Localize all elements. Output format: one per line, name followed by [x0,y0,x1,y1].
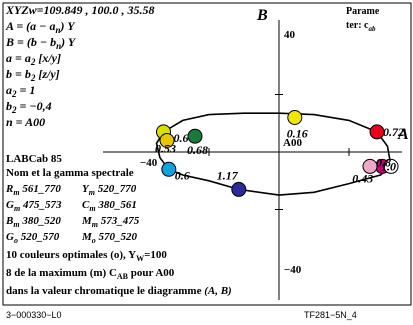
footer-left: 3−000330−L0 [6,310,62,320]
formula-b-eq: b = b2 [z/y] [6,67,60,83]
point-label-yellow: 0.16 [287,127,308,141]
point-yellow [287,110,303,125]
point-label-cyan: 0.6 [175,168,190,182]
optimal-colors-line: 10 couleurs optimales (o), YW=100 [6,249,167,263]
point-white [383,158,399,174]
frame-border [2,2,412,306]
chroma-line: dans la valeur chromatique le diagramme … [6,285,232,297]
axis-ticks [208,94,350,210]
gamma-left-0: Rm 561_770 [5,183,61,197]
param-line1: Parame [346,6,380,17]
footer-right: TF281−5N_4 [304,310,357,320]
point-orange-yellow [159,133,175,148]
point-label-green: 0.68 [187,143,208,157]
gamma-left-2: Bm 380_520 [5,215,61,229]
point-blue [231,181,247,197]
gamma-right-1: Cm 380_561 [82,199,137,213]
point-label-white: 1.0 [381,159,396,173]
a-axis-label: A [397,126,409,143]
gamma-right-0: Ym 520_770 [82,183,137,197]
center-label: A00 [283,137,302,149]
xyz-header: XYZw=109.849 , 100.0 , 35.58 [5,3,155,17]
gamma-left-1: Gm 475_573 [6,199,62,213]
formula-b-def: B = (b − bn) Y [5,35,77,51]
point-red [369,124,385,140]
b-axis-label: B [256,7,268,24]
axes: B A 40 −40 −40 A00 [103,7,409,300]
points-layer [156,110,399,197]
formula-n: n = A00 [6,115,45,129]
point-label-magenta: 0.43 [352,171,373,185]
formula-block: A = (a − an) YB = (b − bn) Ya = a2 [x/y]… [5,19,77,129]
point-label-blue: 1.17 [217,168,239,182]
point-cyan [161,161,177,177]
point-labels-layer: 0.720.160.60.680.530.6 1.17 0.430.81.0 [155,125,404,186]
point-label-red: 0.72 [383,125,404,139]
point-pink [362,158,378,174]
gamma-left-3: Go 520_570 [6,231,60,245]
point-label-pink: 0.8 [376,155,391,169]
b-tick-pos-label: 40 [284,29,296,41]
maximum-line: 8 de la maximum (m) CAB pour A00 [6,267,175,281]
gamma-right-2: Mm 573_475 [81,215,140,229]
point-green [187,128,203,144]
space-name: LABCab 85 [6,153,62,165]
a-tick-neg-label: −40 [140,157,158,169]
point-label-orange-yellow: 0.53 [155,142,176,156]
gamma-right-3: Mo 570_520 [81,231,138,245]
formula-a2: a2 = 1 [6,83,35,99]
point-label-yellow-green: 0.6 [174,131,189,145]
formula-a-eq: a = a2 [x/y] [6,51,61,67]
gamma-title: Nom et la gamma spectrale [6,167,134,179]
b-tick-neg-label: −40 [284,264,302,276]
formula-b2: b2 = −0,4 [6,99,52,115]
gamma-block: Rm 561_770 Ym 520_770 Gm 475_573 Cm 380_561… [5,183,140,245]
formula-a-def: A = (a − an) Y [5,19,76,35]
param-line2: ter: cab [346,20,376,33]
